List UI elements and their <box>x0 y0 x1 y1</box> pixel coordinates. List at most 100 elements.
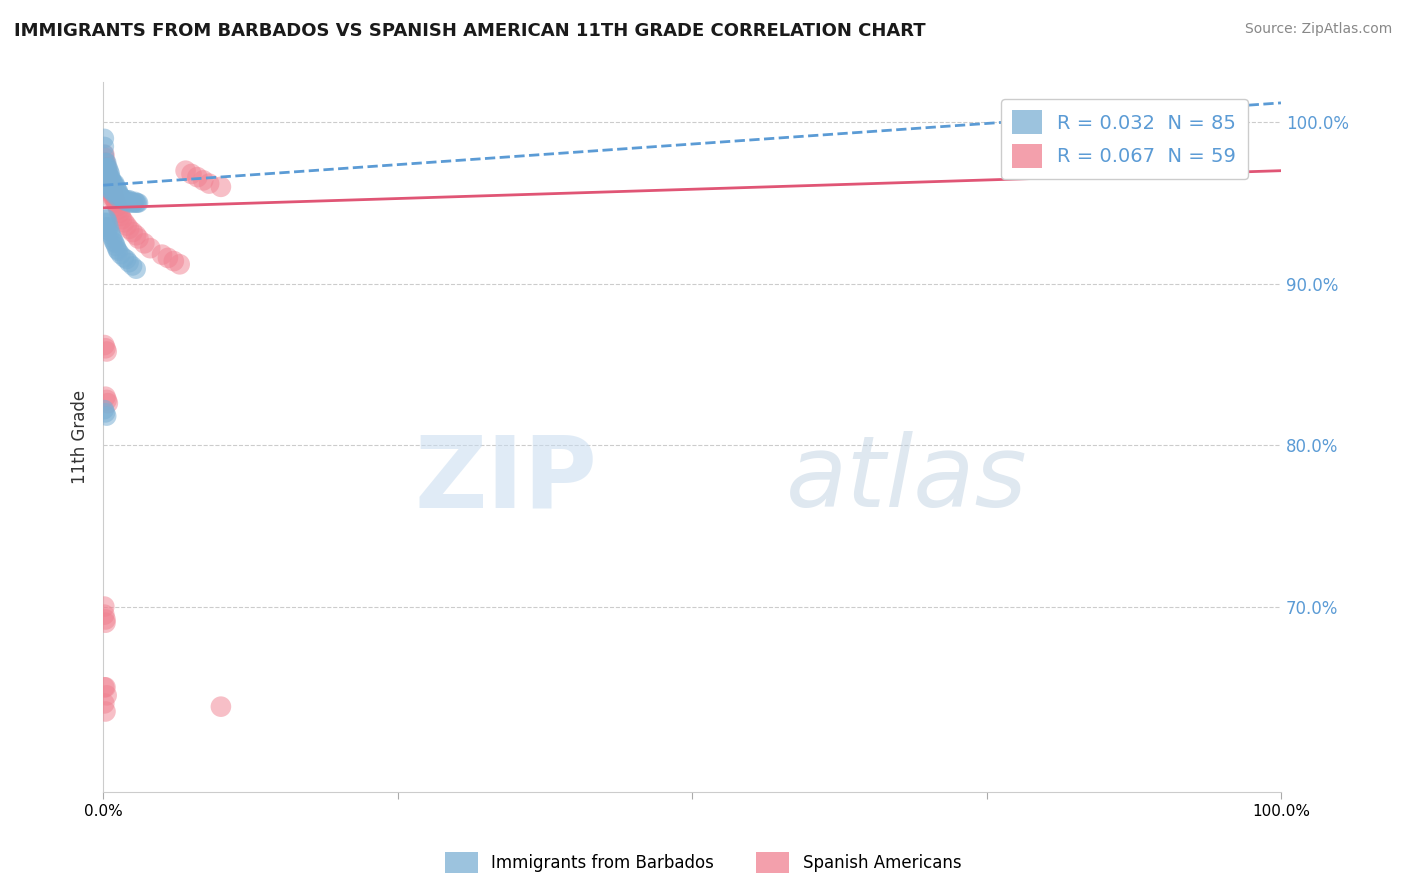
Point <box>101 183 124 197</box>
Point <box>103 183 125 197</box>
Point <box>139 241 162 255</box>
Point <box>97 161 120 175</box>
Point <box>96 212 118 227</box>
Point <box>94 155 117 169</box>
Point <box>125 228 148 243</box>
Point <box>101 185 124 199</box>
Point <box>96 392 118 407</box>
Point <box>115 252 138 267</box>
Point <box>127 196 149 211</box>
Point <box>121 225 143 239</box>
Point <box>96 161 118 175</box>
Y-axis label: 11th Grade: 11th Grade <box>72 390 89 484</box>
Point <box>97 215 120 229</box>
Text: Source: ZipAtlas.com: Source: ZipAtlas.com <box>1244 22 1392 37</box>
Point <box>104 236 127 251</box>
Point <box>93 215 115 229</box>
Point <box>118 256 141 270</box>
Point <box>103 235 125 249</box>
Point <box>93 151 115 165</box>
Point <box>110 209 132 223</box>
Text: ZIP: ZIP <box>415 431 598 528</box>
Point <box>112 215 135 229</box>
Point <box>98 169 121 183</box>
Point <box>96 220 118 235</box>
Point <box>97 396 120 410</box>
Point <box>94 390 117 404</box>
Point <box>98 173 121 187</box>
Point <box>94 705 117 719</box>
Point <box>209 179 232 194</box>
Point <box>98 177 121 191</box>
Point <box>107 202 129 217</box>
Point <box>112 251 135 265</box>
Point <box>104 177 127 191</box>
Point <box>94 212 117 227</box>
Point <box>100 171 122 186</box>
Point <box>111 212 134 227</box>
Point <box>98 183 121 197</box>
Legend: Immigrants from Barbados, Spanish Americans: Immigrants from Barbados, Spanish Americ… <box>439 846 967 880</box>
Point <box>98 179 121 194</box>
Point <box>96 161 118 175</box>
Point <box>115 193 138 207</box>
Point <box>100 179 122 194</box>
Point <box>96 171 118 186</box>
Point <box>103 177 125 191</box>
Point <box>94 163 117 178</box>
Point <box>127 231 149 245</box>
Point <box>96 171 118 186</box>
Point <box>96 344 118 359</box>
Point <box>97 171 120 186</box>
Point <box>110 189 132 203</box>
Point <box>98 177 121 191</box>
Point <box>100 228 122 243</box>
Point <box>97 177 120 191</box>
Point <box>93 147 115 161</box>
Point <box>94 406 117 420</box>
Point <box>93 402 115 417</box>
Point <box>98 220 121 235</box>
Point <box>96 167 118 181</box>
Point <box>112 193 135 207</box>
Point <box>98 183 121 197</box>
Point <box>108 188 131 202</box>
Point <box>98 167 121 181</box>
Point <box>134 236 156 251</box>
Point <box>193 173 215 187</box>
Point <box>101 175 124 189</box>
Point <box>150 247 173 261</box>
Point <box>93 680 115 694</box>
Point <box>125 196 148 211</box>
Point <box>98 183 121 197</box>
Point <box>125 262 148 277</box>
Point <box>93 155 115 169</box>
Point <box>94 161 117 175</box>
Point <box>94 167 117 181</box>
Point <box>122 196 145 211</box>
Point <box>117 194 139 209</box>
Point <box>105 179 128 194</box>
Point <box>186 170 208 185</box>
Point <box>104 193 127 207</box>
Point <box>121 196 143 211</box>
Point <box>101 189 124 203</box>
Point <box>118 222 141 236</box>
Legend: R = 0.032  N = 85, R = 0.067  N = 59: R = 0.032 N = 85, R = 0.067 N = 59 <box>1001 99 1247 179</box>
Point <box>120 196 142 211</box>
Point <box>110 247 132 261</box>
Point <box>103 188 125 202</box>
Point <box>198 177 221 191</box>
Point <box>105 243 128 257</box>
Point <box>94 220 117 235</box>
Point <box>209 699 232 714</box>
Point <box>94 615 117 630</box>
Point <box>94 341 117 355</box>
Point <box>163 254 186 268</box>
Point <box>107 185 129 199</box>
Point <box>105 183 128 197</box>
Point <box>120 194 142 209</box>
Point <box>98 177 121 191</box>
Point <box>105 196 128 211</box>
Point <box>104 183 127 197</box>
